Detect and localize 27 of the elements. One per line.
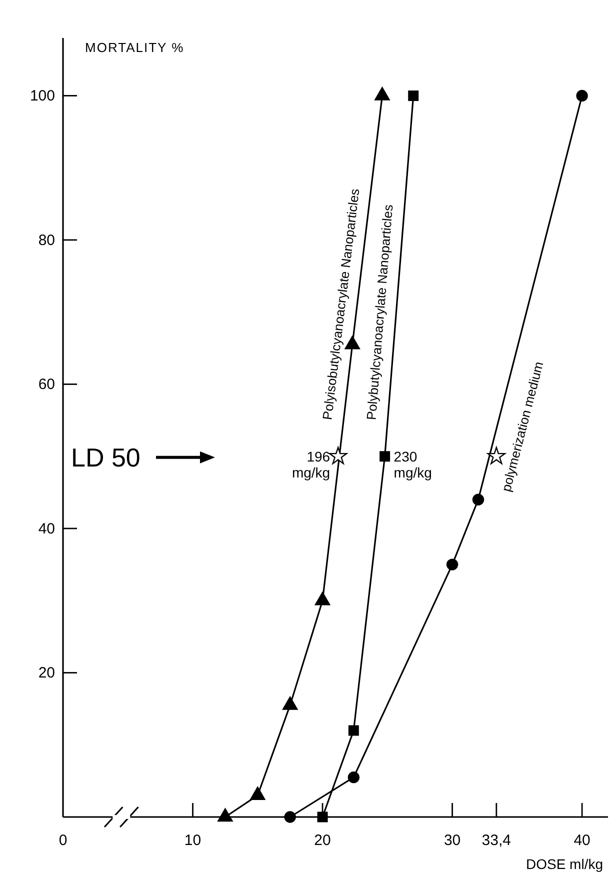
point <box>348 771 360 784</box>
point <box>472 494 484 506</box>
point <box>380 451 390 462</box>
point <box>317 812 328 822</box>
annotation: 230 mg/kg <box>394 448 432 480</box>
point <box>348 725 359 736</box>
x-tick-label: 33,4 <box>482 832 512 849</box>
point <box>446 558 458 570</box>
y-tick-label: 40 <box>38 520 55 538</box>
y-tick-label: 100 <box>30 88 55 105</box>
x-tick-label: 40 <box>574 832 590 849</box>
y-tick-label: 60 <box>38 376 55 394</box>
point <box>284 811 296 823</box>
annotation: LD 50 <box>71 442 140 472</box>
y-tick-label: 80 <box>38 232 55 249</box>
x-tick-label: 30 <box>444 832 461 849</box>
point <box>328 446 348 464</box>
text: Polybutylcyanoacrylate Nanoparticles <box>364 203 396 421</box>
y-tick-label: 20 <box>38 664 55 682</box>
point <box>576 90 588 102</box>
y-axis-title: MORTALITY % <box>85 40 184 55</box>
point <box>408 90 419 101</box>
x-tick-label: 20 <box>314 832 331 849</box>
x-axis-title: DOSE ml/kg <box>526 856 603 872</box>
annotation: 196 mg/kg <box>292 448 330 480</box>
x-tick-label: 10 <box>184 832 202 849</box>
x-tick-label: 0 <box>58 832 68 849</box>
